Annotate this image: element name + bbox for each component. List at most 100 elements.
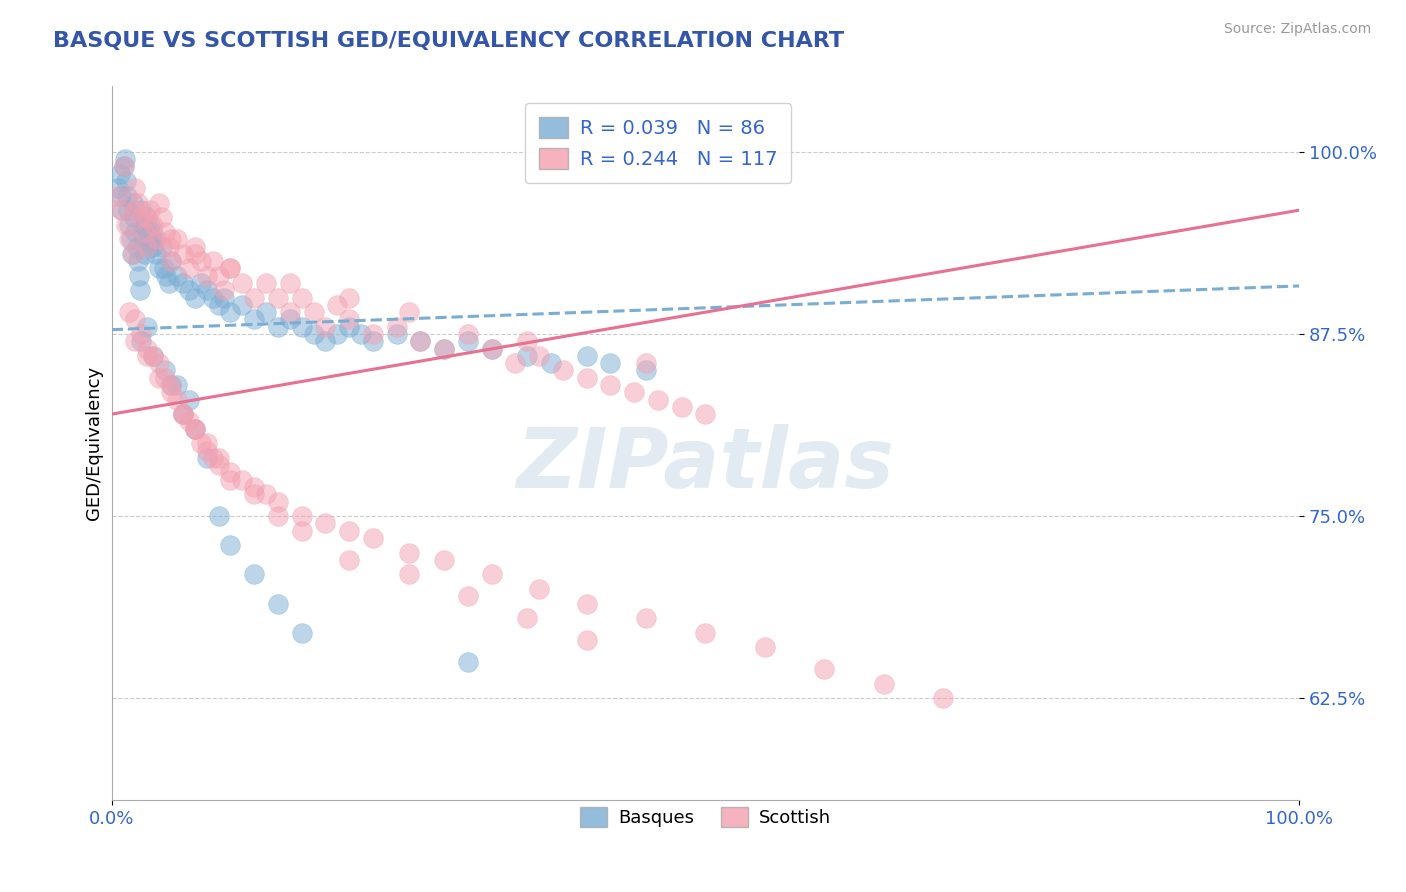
Point	[172, 276, 194, 290]
Point	[219, 538, 242, 552]
Point	[131, 326, 153, 341]
Point	[142, 218, 165, 232]
Point	[201, 450, 224, 465]
Point	[117, 203, 139, 218]
Point	[350, 326, 373, 341]
Point	[142, 239, 165, 253]
Point	[337, 291, 360, 305]
Point	[124, 312, 146, 326]
Point	[136, 225, 159, 239]
Point	[115, 174, 138, 188]
Point	[148, 195, 170, 210]
Point	[291, 524, 314, 538]
Y-axis label: GED/Equivalency: GED/Equivalency	[86, 367, 103, 520]
Point	[398, 305, 420, 319]
Point	[243, 567, 266, 582]
Point	[695, 407, 717, 421]
Point	[326, 298, 349, 312]
Point	[114, 152, 136, 166]
Point	[254, 305, 277, 319]
Point	[124, 334, 146, 349]
Point	[107, 181, 129, 195]
Point	[337, 553, 360, 567]
Point	[219, 305, 242, 319]
Point	[172, 407, 194, 421]
Point	[481, 342, 503, 356]
Point	[599, 356, 621, 370]
Point	[516, 334, 538, 349]
Point	[243, 312, 266, 326]
Point	[207, 450, 229, 465]
Point	[172, 247, 194, 261]
Point	[361, 531, 384, 545]
Point	[207, 268, 229, 283]
Point	[398, 545, 420, 559]
Point	[409, 334, 432, 349]
Point	[214, 291, 236, 305]
Point	[160, 378, 183, 392]
Point	[872, 676, 894, 690]
Point	[131, 334, 153, 349]
Point	[243, 480, 266, 494]
Point	[457, 589, 479, 603]
Point	[145, 232, 167, 246]
Point	[136, 211, 159, 225]
Point	[139, 232, 162, 246]
Point	[132, 232, 155, 246]
Point	[385, 326, 408, 341]
Point	[112, 160, 135, 174]
Point	[575, 632, 598, 647]
Point	[122, 211, 145, 225]
Point	[575, 370, 598, 384]
Point	[291, 291, 314, 305]
Point	[219, 473, 242, 487]
Point	[599, 378, 621, 392]
Point	[110, 188, 132, 202]
Point	[291, 319, 314, 334]
Point	[457, 334, 479, 349]
Point	[157, 239, 180, 253]
Point	[634, 356, 657, 370]
Point	[398, 567, 420, 582]
Point	[623, 385, 645, 400]
Point	[190, 254, 212, 268]
Point	[184, 247, 207, 261]
Point	[153, 363, 176, 377]
Point	[177, 283, 200, 297]
Point	[153, 225, 176, 239]
Point	[409, 334, 432, 349]
Point	[207, 458, 229, 472]
Point	[385, 319, 408, 334]
Point	[110, 203, 132, 218]
Point	[207, 298, 229, 312]
Point	[184, 422, 207, 436]
Point	[142, 349, 165, 363]
Point	[457, 326, 479, 341]
Point	[153, 370, 176, 384]
Point	[177, 392, 200, 407]
Point	[243, 291, 266, 305]
Point	[124, 181, 146, 195]
Point	[278, 312, 301, 326]
Point	[481, 342, 503, 356]
Point	[138, 218, 160, 232]
Point	[195, 436, 218, 450]
Point	[457, 655, 479, 669]
Point	[481, 567, 503, 582]
Point	[634, 611, 657, 625]
Point	[190, 276, 212, 290]
Point	[231, 473, 253, 487]
Point	[813, 662, 835, 676]
Point	[118, 305, 141, 319]
Point	[148, 261, 170, 276]
Point	[505, 356, 527, 370]
Point	[254, 276, 277, 290]
Point	[177, 414, 200, 428]
Point	[527, 582, 550, 596]
Point	[145, 247, 167, 261]
Point	[134, 225, 156, 239]
Point	[337, 319, 360, 334]
Point	[278, 276, 301, 290]
Point	[302, 326, 325, 341]
Point	[160, 232, 183, 246]
